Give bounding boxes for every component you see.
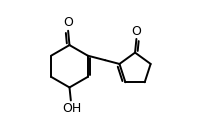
- Text: O: O: [63, 16, 73, 29]
- Text: OH: OH: [63, 102, 82, 115]
- Text: O: O: [131, 25, 141, 38]
